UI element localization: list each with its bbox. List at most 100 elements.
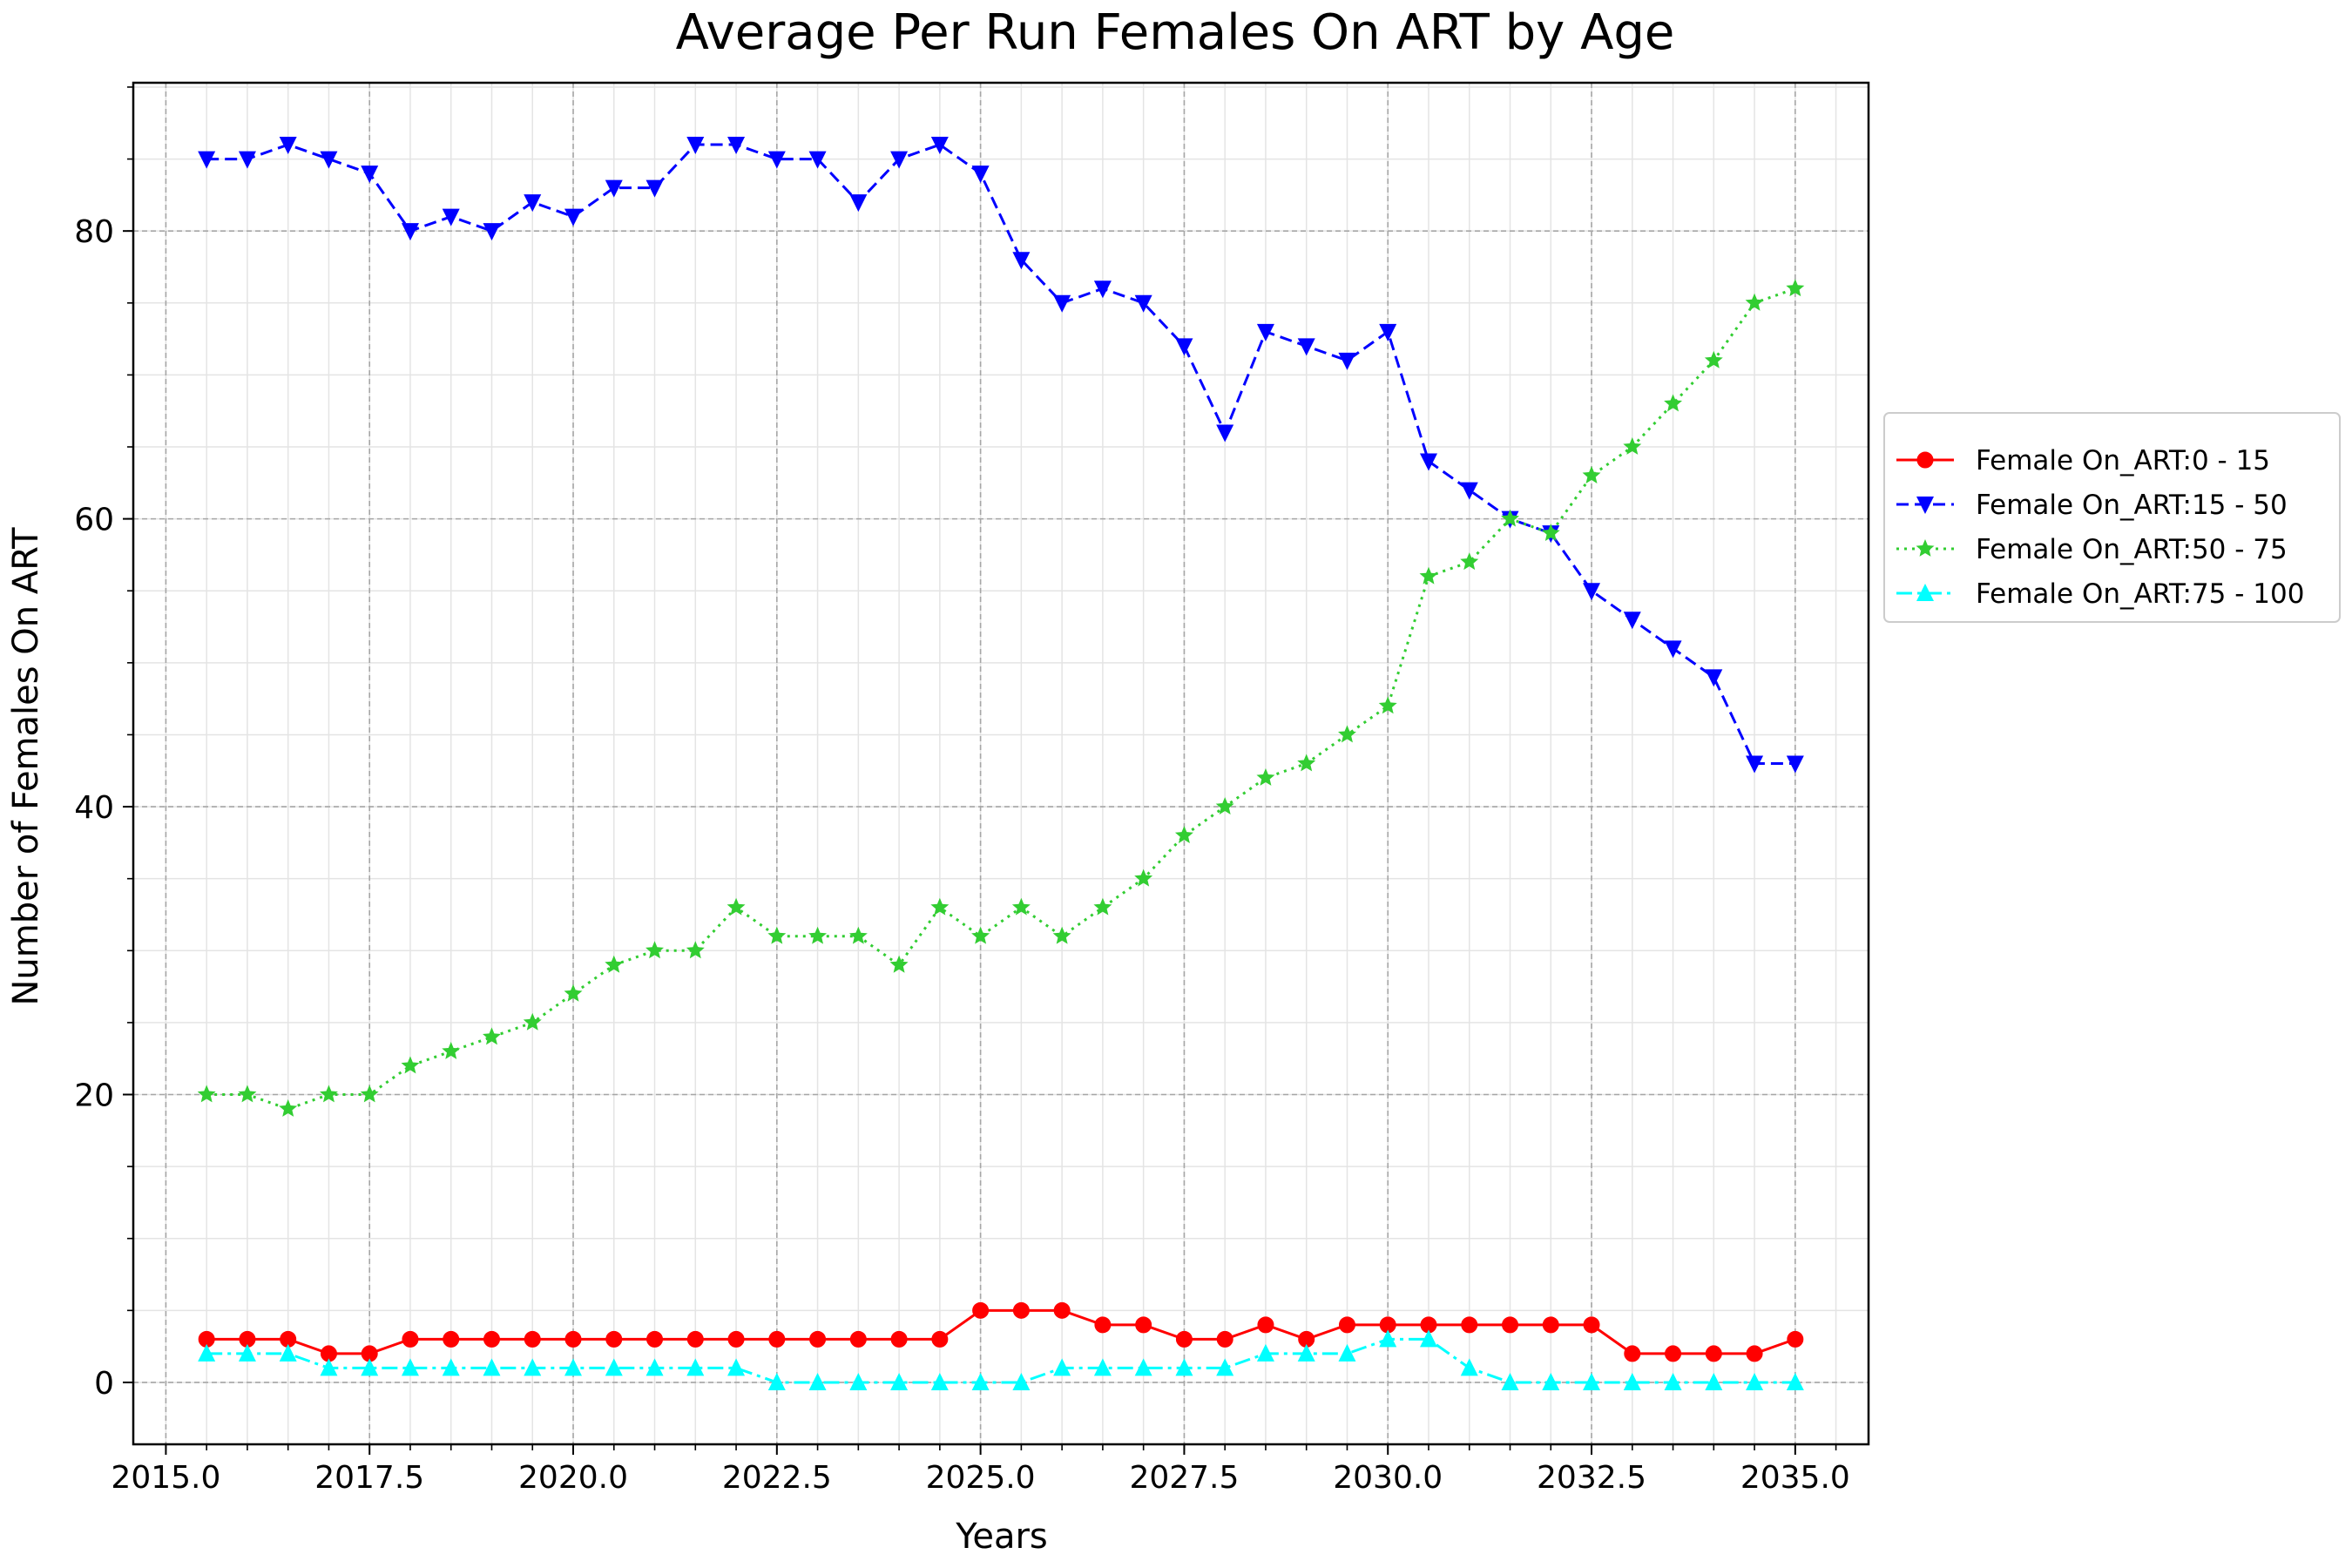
data-point xyxy=(767,926,787,944)
data-point xyxy=(645,1358,664,1376)
y-tick-label: 60 xyxy=(74,503,114,538)
data-point xyxy=(1053,294,1071,313)
data-point xyxy=(686,137,705,155)
legend-entry: Female On_ART:75 - 100 xyxy=(1896,578,2304,610)
data-point xyxy=(1746,1345,1763,1362)
data-point xyxy=(1787,1330,1804,1348)
data-point xyxy=(1338,1343,1356,1362)
data-point xyxy=(971,926,990,944)
data-point xyxy=(1093,1358,1112,1376)
series-line xyxy=(206,1308,1796,1355)
legend-label: Female On_ART:0 - 15 xyxy=(1976,445,2270,476)
legend-entry: Female On_ART:50 - 75 xyxy=(1896,534,2288,565)
data-point xyxy=(524,1330,541,1348)
data-point xyxy=(1623,1372,1641,1390)
data-point xyxy=(1135,1316,1152,1334)
data-point xyxy=(1012,1372,1031,1390)
data-point xyxy=(1094,1316,1112,1334)
y-tick-label: 0 xyxy=(94,1366,114,1402)
data-point xyxy=(1134,294,1152,313)
data-point xyxy=(1175,1330,1193,1348)
data-point xyxy=(1664,640,1682,659)
x-tick-label: 2027.5 xyxy=(1129,1460,1239,1496)
data-point xyxy=(1542,1372,1560,1390)
data-point xyxy=(930,1372,949,1390)
data-point xyxy=(1257,1316,1274,1334)
x-tick-label: 2022.5 xyxy=(722,1460,832,1496)
data-point xyxy=(279,1099,298,1117)
x-axis-label: Years xyxy=(955,1517,1048,1557)
data-point xyxy=(279,1343,297,1362)
data-point xyxy=(197,1085,216,1103)
data-point xyxy=(1215,797,1234,814)
data-point xyxy=(1338,1316,1355,1334)
data-point xyxy=(1704,350,1723,368)
data-point xyxy=(808,151,827,169)
data-point xyxy=(931,1330,949,1348)
legend-marker xyxy=(1916,497,1934,514)
data-point xyxy=(1419,453,1437,471)
data-point xyxy=(1134,1358,1152,1376)
data-point xyxy=(605,1330,623,1348)
data-point xyxy=(1256,768,1275,786)
data-point xyxy=(1419,1329,1437,1348)
data-point xyxy=(971,166,990,184)
data-point xyxy=(1256,323,1274,341)
data-point xyxy=(686,1330,704,1348)
data-point xyxy=(1745,293,1764,311)
data-point xyxy=(279,137,297,155)
data-point xyxy=(1419,566,1438,585)
data-point xyxy=(238,151,256,169)
data-point xyxy=(483,1330,500,1348)
series-2 xyxy=(198,137,1804,774)
data-point xyxy=(1664,394,1683,412)
data-point xyxy=(402,1330,419,1348)
data-point xyxy=(1542,1316,1559,1334)
data-point xyxy=(1134,868,1153,887)
legend-entry: Female On_ART:0 - 15 xyxy=(1896,445,2270,476)
y-tick-label: 40 xyxy=(74,790,114,826)
data-point xyxy=(1623,437,1642,455)
data-point xyxy=(1012,252,1031,270)
data-point xyxy=(361,166,379,184)
data-point xyxy=(849,194,868,213)
data-point xyxy=(1216,1330,1233,1348)
series-line xyxy=(206,143,1795,765)
data-point xyxy=(971,1372,990,1390)
x-tick-label: 2032.5 xyxy=(1537,1460,1646,1496)
legend-label: Female On_ART:50 - 75 xyxy=(1976,534,2288,565)
data-point xyxy=(727,1330,745,1348)
data-point xyxy=(645,179,664,198)
data-point xyxy=(320,151,338,169)
legend-label: Female On_ART:15 - 50 xyxy=(1976,490,2288,521)
data-point xyxy=(1052,926,1071,944)
data-point xyxy=(564,1358,583,1376)
legend-box xyxy=(1883,412,2341,623)
data-point xyxy=(401,223,419,241)
data-point xyxy=(198,1343,216,1362)
data-point xyxy=(1665,1345,1682,1362)
legend-marker xyxy=(1916,584,1934,601)
data-point xyxy=(360,1085,379,1103)
data-point xyxy=(1297,338,1315,356)
y-tick-label: 20 xyxy=(74,1078,114,1114)
x-tick-label: 2020.0 xyxy=(518,1460,628,1496)
legend-marker xyxy=(1916,451,1934,469)
legend: Female On_ART:0 - 15 Female On_ART:15 - 5… xyxy=(1883,412,2341,623)
data-point xyxy=(645,941,664,959)
series-line xyxy=(206,287,1796,1111)
chart-title: Average Per Run Females On ART by Age xyxy=(676,4,1675,61)
legend-entry: Female On_ART:15 - 50 xyxy=(1896,490,2288,521)
data-point xyxy=(564,208,583,226)
data-point xyxy=(1460,1358,1478,1376)
data-point xyxy=(890,1372,909,1390)
data-point xyxy=(1093,280,1112,299)
data-point xyxy=(564,1330,582,1348)
data-point xyxy=(808,1372,827,1390)
series-4 xyxy=(198,1329,1804,1390)
data-point xyxy=(564,983,583,1002)
legend-label: Female On_ART:75 - 100 xyxy=(1976,578,2304,610)
data-point xyxy=(524,1358,542,1376)
data-point xyxy=(1501,509,1519,527)
